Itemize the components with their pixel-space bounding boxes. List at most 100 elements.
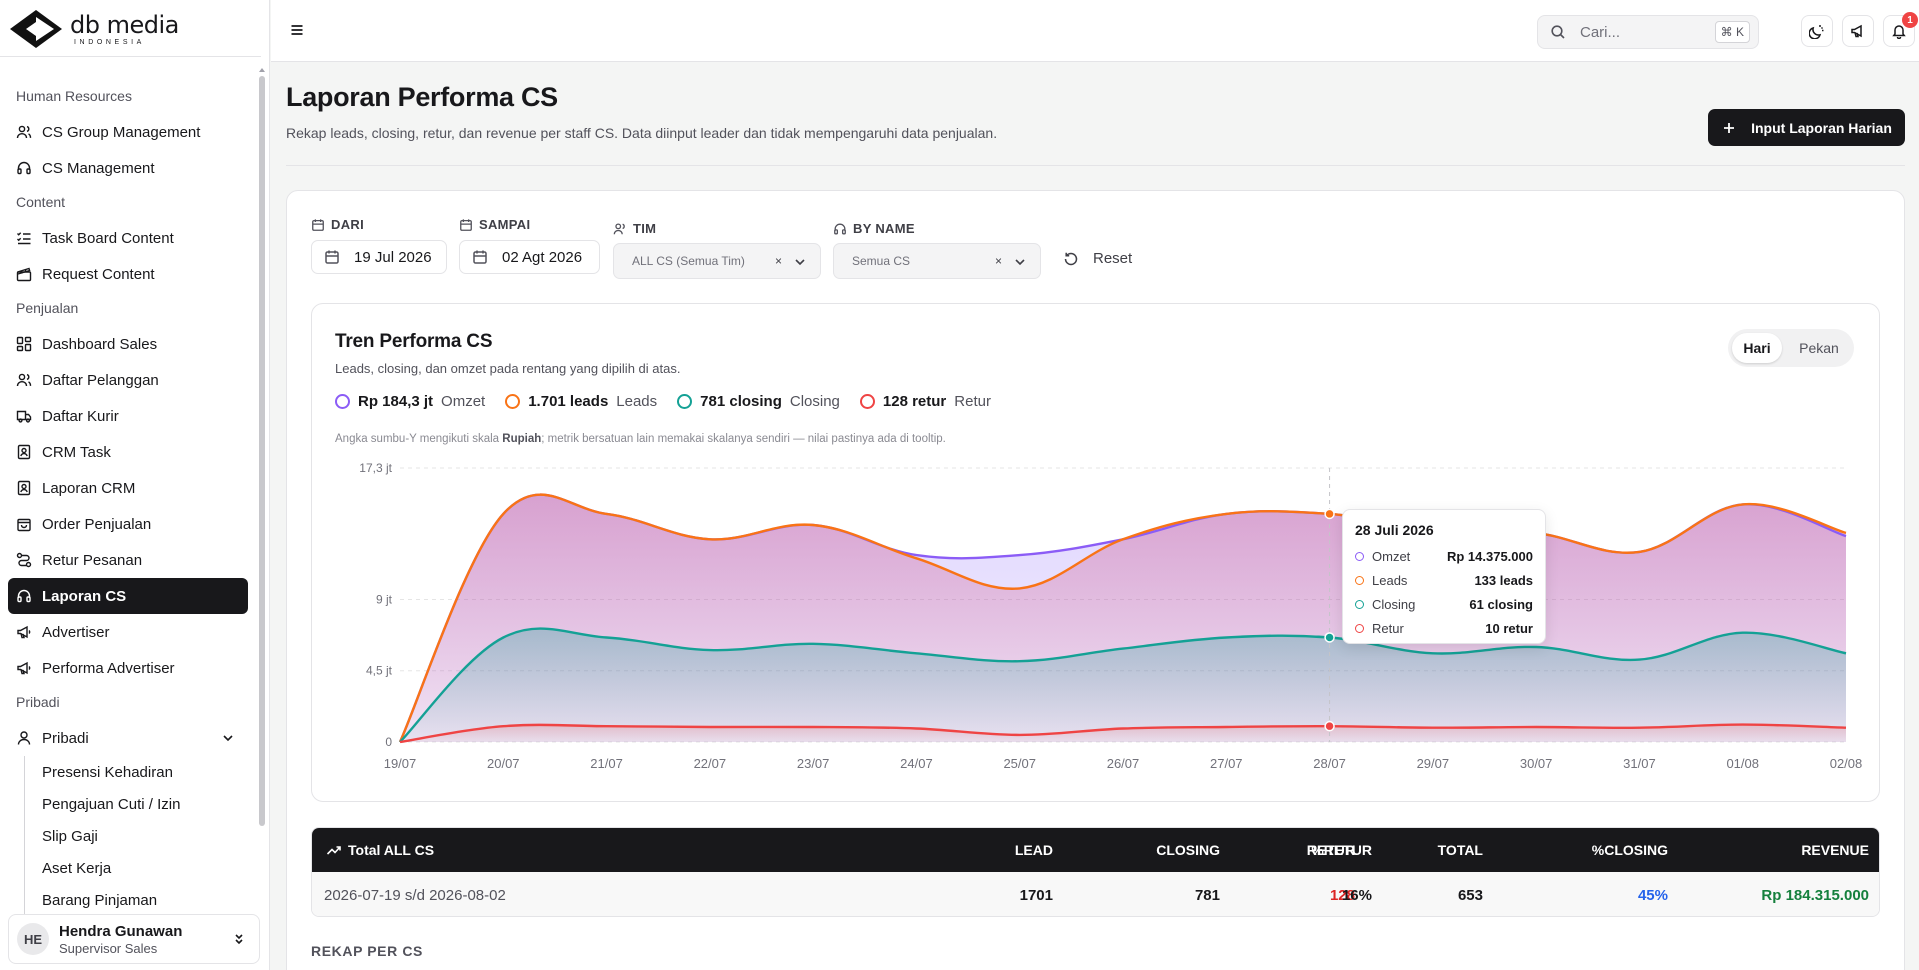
truck-icon <box>16 410 32 423</box>
sidebar-item-daftar-kurir[interactable]: Daftar Kurir <box>8 398 248 434</box>
sidebar-item-performa-advertiser[interactable]: Performa Advertiser <box>8 650 248 686</box>
x-tick-label: 24/07 <box>900 756 933 771</box>
to-label: SAMPAI <box>459 217 530 232</box>
sidebar-item-laporan-cs[interactable]: Laporan CS <box>8 578 248 614</box>
x-tick-label: 02/08 <box>1830 756 1863 771</box>
announcement-button[interactable] <box>1842 15 1874 47</box>
trending-up-icon <box>326 846 341 855</box>
x-tick-label: 21/07 <box>590 756 623 771</box>
cs-name-select[interactable]: Semua CS × <box>833 243 1041 279</box>
scroll-up-icon[interactable] <box>258 66 266 74</box>
search-icon <box>1551 25 1565 39</box>
col-pct-retur: %RETUR <box>1311 842 1372 858</box>
divider <box>0 56 261 57</box>
tooltip-name: Retur <box>1372 620 1404 636</box>
user-menu[interactable]: HE Hendra Gunawan Supervisor Sales <box>8 914 260 964</box>
chart-tooltip: 28 Juli 2026 Omzet Rp 14.375.000 Leads 133… <box>1342 509 1546 644</box>
brand-logo[interactable]: db media INDONESIA <box>8 6 179 52</box>
tooltip-date: 28 Juli 2026 <box>1355 522 1434 538</box>
tooltip-row-closing: Closing 61 closing <box>1355 592 1533 616</box>
clear-name-icon[interactable]: × <box>994 254 1002 268</box>
sidebar-item-pengajuan-cuti[interactable]: Pengajuan Cuti / Izin <box>25 788 248 820</box>
sidebar-scrollbar[interactable] <box>258 66 266 854</box>
legend-name: Closing <box>789 393 840 410</box>
reset-button[interactable]: Reset <box>1063 250 1132 267</box>
clapperboard-icon <box>16 267 32 282</box>
sidebar-item-crm-task[interactable]: CRM Task <box>8 434 248 470</box>
name-label-text: BY NAME <box>853 221 915 236</box>
sidebar-item-order-penjualan[interactable]: Order Penjualan <box>8 506 248 542</box>
table-row[interactable]: 2026-07-19 s/d 2026-08-02 1701 781 128 6… <box>312 872 1879 916</box>
megaphone-icon <box>17 661 31 675</box>
headset-icon <box>17 589 31 603</box>
to-date-field[interactable]: 02 Agt 2026 <box>459 240 600 274</box>
sidebar-item-advertiser[interactable]: Advertiser <box>8 614 248 650</box>
sidebar-item-pribadi[interactable]: Pribadi <box>8 720 248 756</box>
to-label-text: SAMPAI <box>479 217 531 232</box>
sidebar-item-label: Pengajuan Cuti / Izin <box>42 795 181 813</box>
sidebar-item-presensi-kehadiran[interactable]: Presensi Kehadiran <box>25 756 248 788</box>
note-suffix: ; metrik bersatuan lain memakai skalanya… <box>541 433 946 445</box>
list-checks-icon <box>17 232 31 245</box>
notification-button[interactable]: 1 <box>1883 12 1918 47</box>
toggle-week[interactable]: Pekan <box>1799 340 1839 356</box>
legend-value: 1.701 leads <box>528 393 609 410</box>
toggle-day[interactable]: Hari <box>1732 333 1782 363</box>
tooltip-value: 10 retur <box>1485 620 1533 636</box>
tooltip-row-leads: Leads 133 leads <box>1355 568 1533 592</box>
line-closing <box>399 627 1847 743</box>
legend-leads[interactable]: 1.701 leads Leads <box>505 393 657 410</box>
x-tick-label: 26/07 <box>1107 756 1140 771</box>
point-leads <box>1324 508 1335 520</box>
sidebar-item-cs-group-management[interactable]: CS Group Management <box>8 114 248 150</box>
team-select[interactable]: ALL CS (Semua Tim) × <box>613 243 821 279</box>
period-toggle: Hari Pekan <box>1728 329 1854 367</box>
legend-retur[interactable]: 128 retur Retur <box>859 393 991 410</box>
sidebar-item-label: CRM Task <box>42 443 111 461</box>
sidebar-item-label: Slip Gaji <box>42 827 98 845</box>
user-name: Hendra Gunawan <box>59 922 183 940</box>
pribadi-submenu: Presensi Kehadiran Pengajuan Cuti / Izin… <box>24 756 248 916</box>
sidebar-item-cs-management[interactable]: CS Management <box>8 150 248 186</box>
rekap-per-cs-title: REKAP PER CS <box>311 943 423 959</box>
sidebar-item-label: Request Content <box>42 265 155 283</box>
sidebar-item-label: Laporan CS <box>42 587 127 605</box>
cell-pct-closing: 45% <box>1637 886 1668 904</box>
section-title: Penjualan <box>16 300 79 316</box>
sidebar-item-barang-pinjaman[interactable]: Barang Pinjaman <box>25 884 248 916</box>
headset-icon <box>834 223 846 234</box>
table-title: Total ALL CS <box>326 828 434 872</box>
sidebar-item-slip-gaji[interactable]: Slip Gaji <box>25 820 248 852</box>
sidebar-item-laporan-crm[interactable]: Laporan CRM <box>8 470 248 506</box>
cell-revenue: Rp 184.315.000 <box>1761 886 1869 904</box>
search-input[interactable]: Cari... ⌘ K <box>1537 15 1759 49</box>
input-laporan-harian-button[interactable]: Input Laporan Harian <box>1708 109 1905 146</box>
sidebar-item-aset-kerja[interactable]: Aset Kerja <box>25 852 248 884</box>
theme-toggle-button[interactable] <box>1801 15 1833 47</box>
cell-closing: 781 <box>1194 886 1220 904</box>
search-placeholder: Cari... <box>1580 23 1621 41</box>
shortcut-hint: ⌘ K <box>1714 21 1750 43</box>
section-title: Content <box>16 194 66 210</box>
note-prefix: Angka sumbu-Y mengikuti skala <box>335 433 503 445</box>
from-date-field[interactable]: 19 Jul 2026 <box>311 240 447 274</box>
area-retur <box>400 724 1846 742</box>
sidebar-item-label: Advertiser <box>42 623 110 641</box>
sidebar-item-label: Order Penjualan <box>42 515 152 533</box>
legend-closing[interactable]: 781 closing Closing <box>677 393 840 410</box>
grid-icon <box>16 336 32 352</box>
sidebar-item-label: Laporan CRM <box>42 479 136 497</box>
trend-chart[interactable]: 0 4,5 jt 9 jt 17,3 jt 19/07 20/07 21/07 22/07 23… <box>330 455 1870 785</box>
sidebar-item-daftar-pelanggan[interactable]: Daftar Pelanggan <box>8 362 248 398</box>
shopping-bag-icon <box>17 518 31 532</box>
legend-value: 128 retur <box>882 393 947 410</box>
sidebar-item-dashboard-sales[interactable]: Dashboard Sales <box>8 326 248 362</box>
clear-team-icon[interactable]: × <box>774 254 782 268</box>
sidebar-item-task-board-content[interactable]: Task Board Content <box>8 220 248 256</box>
menu-icon[interactable] <box>289 22 305 38</box>
legend-omzet[interactable]: Rp 184,3 jt Omzet <box>335 393 485 410</box>
sidebar-item-retur-pesanan[interactable]: Retur Pesanan <box>8 542 248 578</box>
scrollbar-thumb[interactable] <box>259 76 265 826</box>
sidebar-item-request-content[interactable]: Request Content <box>8 256 248 292</box>
sidebar-item-label: Presensi Kehadiran <box>42 763 173 781</box>
